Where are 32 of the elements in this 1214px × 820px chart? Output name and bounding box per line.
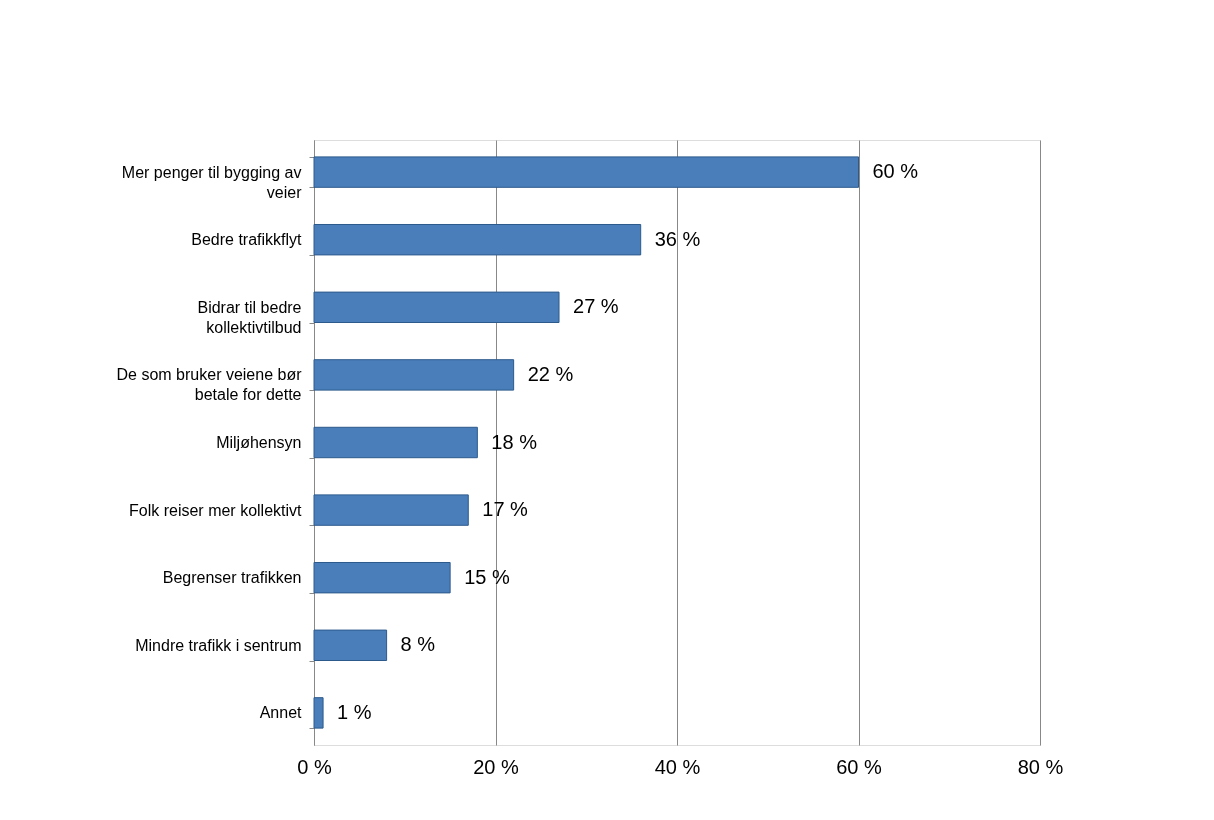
data-label: 18 %	[491, 430, 538, 453]
data-label: 22 %	[527, 362, 574, 385]
data-label: 60 %	[872, 160, 919, 183]
x-tick-label: 60 %	[836, 755, 883, 778]
bar	[313, 561, 451, 594]
y-tick-label: Begrenser trafikken	[162, 569, 302, 587]
data-label: 15 %	[464, 565, 510, 588]
y-tick-label: Mer penger til bygging av veier	[121, 163, 303, 201]
bar	[313, 156, 859, 188]
x-tick-label: 20 %	[473, 755, 520, 778]
data-label: 27 %	[573, 295, 619, 318]
y-tick-label: Folk reiser mer kollektivt	[129, 501, 303, 519]
data-label: 8 %	[400, 633, 436, 656]
bar	[313, 291, 560, 324]
data-label: 36 %	[654, 227, 701, 250]
x-tick-label: 0 %	[297, 755, 332, 778]
y-tick-label: Bedre trafikkflyt	[191, 231, 303, 249]
data-label: 17 %	[482, 498, 529, 521]
y-tick-label: Annet	[259, 704, 303, 722]
bar	[313, 224, 642, 256]
bar	[313, 494, 469, 526]
x-tick-label: 40 %	[654, 755, 701, 778]
bar	[313, 629, 388, 661]
y-tick-label: Mindre trafikk i sentrum	[135, 636, 302, 654]
bar	[313, 426, 478, 459]
x-tick-label: 80 %	[1017, 755, 1064, 778]
data-label: 1 %	[337, 700, 372, 723]
y-tick-label: De som bruker veiene bør betale for dette	[116, 366, 303, 404]
bar	[313, 359, 515, 391]
bar	[313, 697, 324, 729]
y-tick-label: Bidrar til bedre kollektivtilbud	[197, 298, 302, 336]
y-tick-label: Miljøhensyn	[216, 434, 302, 451]
